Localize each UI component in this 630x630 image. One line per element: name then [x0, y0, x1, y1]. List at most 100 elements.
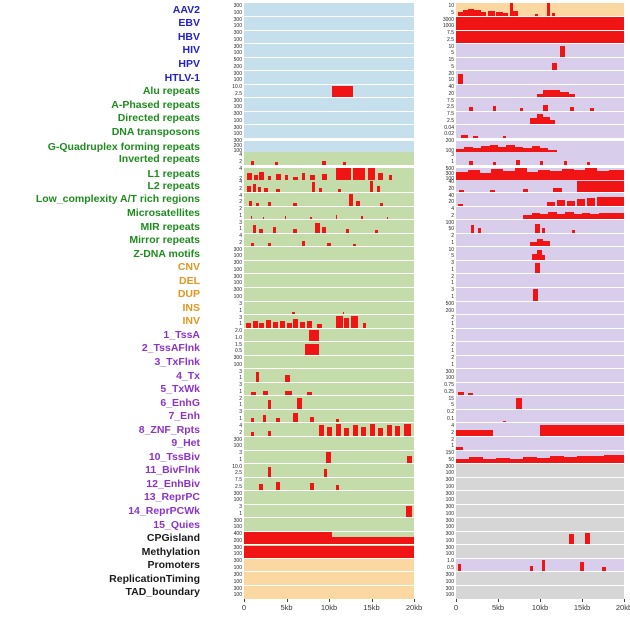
y-tick-label: 3 — [239, 450, 242, 457]
track-label: Mirror repeats — [129, 234, 200, 247]
track-label: HBV — [177, 30, 200, 43]
data-bar — [374, 229, 379, 233]
data-bar — [267, 201, 272, 206]
y-tick-label: 1 — [239, 307, 242, 314]
y-tick-label: 300 — [445, 368, 454, 375]
genome-tracks-chart: AAV2 300 100 10 5 EBV 300 100 3000 1000 HBV 300 100 7… — [0, 3, 630, 617]
data-bar — [327, 427, 333, 437]
data-bar — [536, 93, 544, 98]
y-tick-label: 100 — [233, 9, 242, 16]
track-row: Inverted repeats 4 2 3 1 — [0, 152, 630, 166]
data-bar — [403, 424, 411, 437]
y-tick-label: 100 — [445, 592, 454, 599]
track-row: 5_TxWk 3 1 0.75 0.25 — [0, 382, 630, 396]
y-tick-label: 2 — [451, 212, 454, 219]
data-bar — [551, 13, 556, 17]
y-axis-ticks: 300 100 — [414, 545, 456, 559]
track-row: DNA transposons 300 100 0.04 0.02 — [0, 125, 630, 139]
track-panel-right — [456, 44, 624, 57]
data-bar — [272, 321, 278, 328]
data-bar — [252, 183, 256, 193]
data-bar — [568, 533, 574, 545]
y-tick-label: 0.1 — [447, 415, 454, 422]
data-bar — [543, 90, 552, 98]
y-tick-label: 300 — [233, 124, 242, 131]
y-tick-label: 300 — [233, 571, 242, 578]
track-panel-left — [244, 423, 414, 437]
y-tick-label: 3 — [239, 368, 242, 375]
y-tick-label: 300 — [233, 138, 242, 145]
y-tick-label: 1 — [451, 334, 454, 341]
y-tick-label: 0.04 — [444, 124, 454, 131]
data-bar — [603, 455, 624, 464]
data-bar — [469, 161, 473, 166]
y-axis-ticks: 500 300 100 — [414, 166, 456, 183]
x-axis-row: 0 5kb 10kb 15kb 20kb 0 5kb 10kb 15kb 20kb — [0, 599, 630, 617]
y-tick-label: 7.5 — [447, 30, 454, 37]
data-bar — [335, 418, 340, 423]
data-bar — [349, 193, 353, 206]
y-tick-label: 300 — [233, 558, 242, 565]
data-bar — [267, 466, 272, 477]
y-tick-label: 0.75 — [444, 382, 454, 389]
y-axis-ticks: 10 5 — [414, 3, 456, 17]
track-row: Microsatellites 2 1 4 2 — [0, 206, 630, 220]
data-bar — [386, 216, 389, 220]
y-tick-label: 100 — [233, 117, 242, 124]
track-panel-left — [244, 71, 414, 84]
data-bar — [546, 202, 556, 206]
y-tick-label: 100 — [233, 131, 242, 138]
y-axis-ticks: 10.0 2.5 — [206, 464, 244, 478]
data-bar — [361, 426, 367, 437]
x-axis-tick — [329, 599, 330, 603]
data-bar — [472, 135, 478, 138]
data-bar — [250, 216, 253, 220]
track-label: G-Quadruplex forming repeats — [47, 140, 200, 153]
data-bar — [250, 161, 255, 166]
x-axis-tick — [414, 599, 415, 603]
data-bar — [556, 200, 566, 206]
track-panel-right — [456, 140, 624, 154]
y-axis-ticks: 300 100 — [206, 586, 244, 600]
data-bar — [310, 175, 316, 181]
data-bar — [264, 188, 268, 193]
data-bar — [541, 254, 546, 260]
track-panel-right — [456, 167, 624, 181]
track-panel-left — [244, 504, 414, 518]
y-axis-ticks: 150 50 — [414, 450, 456, 464]
y-tick-label: 3 — [239, 409, 242, 416]
track-panel-right — [456, 355, 624, 369]
track-panel-left — [244, 572, 414, 586]
track-label: CPGisland — [146, 532, 200, 545]
data-bar — [368, 168, 375, 181]
x-tick-label: 10kb — [320, 603, 338, 613]
y-tick-label: 100 — [233, 23, 242, 30]
track-panel-right — [456, 247, 624, 260]
data-bar — [516, 398, 522, 409]
y-axis-ticks: 7.5 2.5 — [414, 98, 456, 112]
data-bar — [296, 398, 302, 409]
track-label: 10_TssBiv — [148, 450, 200, 463]
track-panel-right — [456, 477, 624, 491]
data-bar — [585, 532, 591, 545]
y-axis-ticks: 10 5 — [414, 247, 456, 261]
track-panel-left — [244, 206, 414, 220]
data-bar — [395, 426, 401, 437]
y-tick-label: 10 — [448, 43, 454, 50]
y-tick-label: 3 — [451, 287, 454, 294]
x-axis-tick — [456, 599, 457, 603]
y-tick-label: 1.0 — [447, 558, 454, 565]
data-bar — [369, 180, 374, 193]
y-tick-label: 0.02 — [444, 131, 454, 138]
track-panel-right — [456, 342, 624, 355]
data-bar — [386, 424, 392, 437]
data-bar — [461, 134, 468, 138]
y-tick-label: 4 — [239, 422, 242, 429]
track-panel-right — [456, 545, 624, 558]
data-bar — [551, 89, 561, 98]
data-bar — [570, 107, 574, 111]
data-bar — [563, 160, 567, 166]
